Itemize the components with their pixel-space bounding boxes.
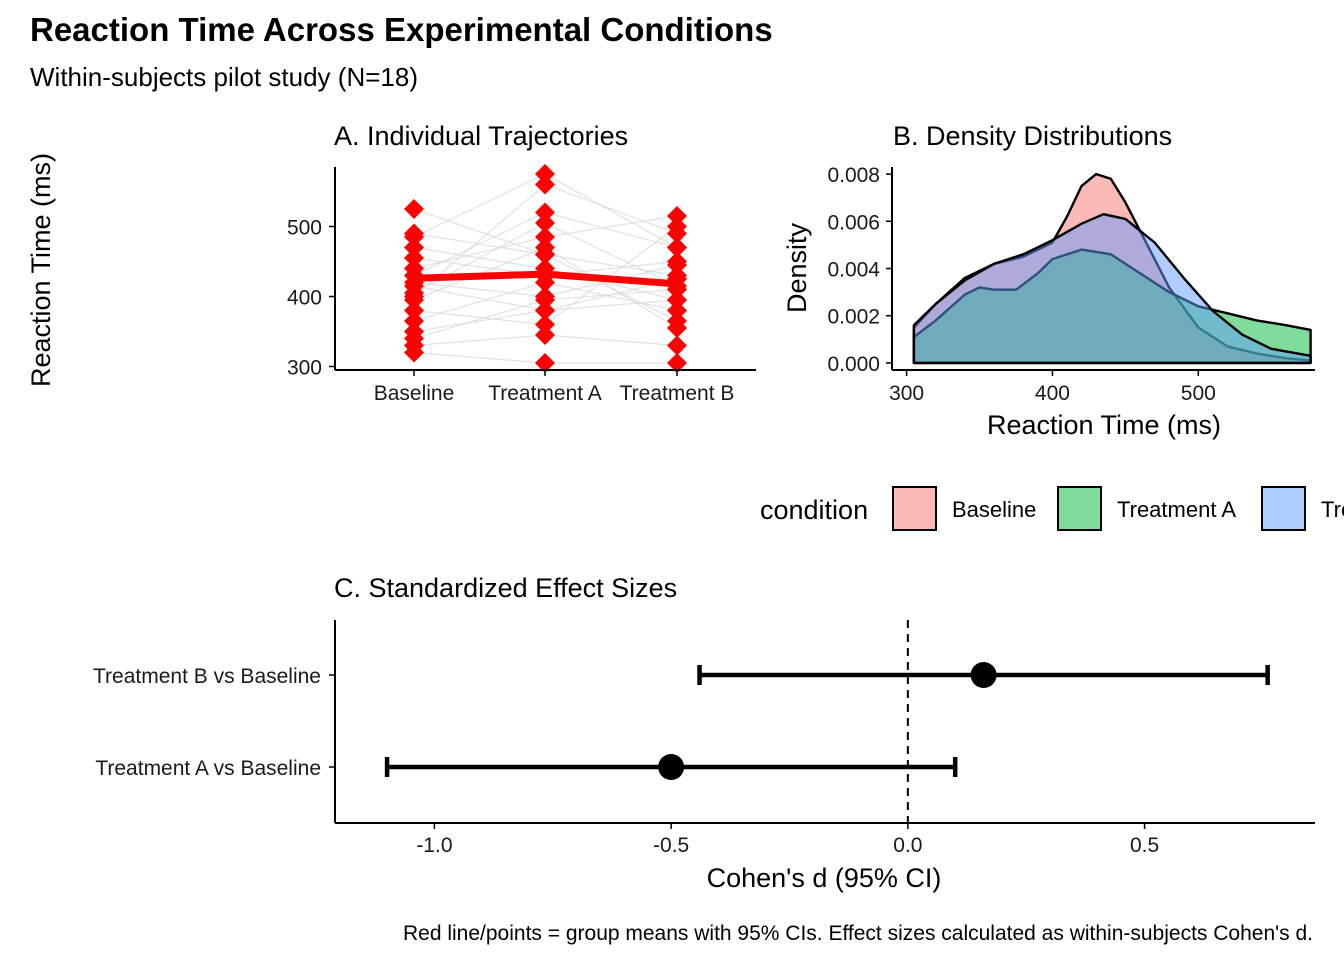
panel-a-x-tick-label-treatment-a: Treatment A [488, 382, 602, 405]
legend-key-treatment-a [1057, 486, 1102, 531]
subject-point-18-treatment-a [535, 227, 555, 247]
panel-c-x-tick-label-0-0: 0.0 [893, 834, 922, 857]
panel-b-density: B. Density Distributions 0.000 0.002 0.004… [782, 121, 1315, 440]
subject-point-16-baseline [404, 311, 424, 331]
group-mean-point-treatment-b [673, 279, 681, 288]
legend-label-treatment-b: Treatment B [1321, 497, 1344, 522]
panel-c-x-tick-label-0-5: 0.5 [1130, 834, 1159, 857]
panel-a-title: A. Individual Trajectories [334, 121, 628, 151]
panel-a-x-tick-label-treatment-b: Treatment B [620, 382, 735, 405]
panel-c-x-axis-label: Cohen's d (95% CI) [707, 863, 942, 893]
subject-point-10-treatment-a [535, 353, 555, 373]
subject-point-10-treatment-b [667, 353, 687, 373]
panel-c-y-tick-label-treatment-a-vs-baseline: Treatment A vs Baseline [95, 757, 321, 780]
legend-title: condition [760, 495, 868, 525]
subject-point-2-treatment-a [535, 164, 555, 184]
panel-b-y-tick-label-0-006: 0.006 [827, 211, 880, 234]
panel-c-y-tick-label-treatment-b-vs-baseline: Treatment B vs Baseline [93, 665, 321, 688]
subject-point-12-treatment-b [667, 251, 687, 272]
subject-point-17-baseline [404, 328, 424, 349]
figure-title: Reaction Time Across Experimental Condit… [30, 11, 773, 48]
group-mean-point-baseline [410, 274, 418, 283]
figure-subtitle: Within-subjects pilot study (N=18) [30, 62, 418, 92]
legend: condition Baseline Treatment A Treatment B [760, 486, 1344, 531]
effect-size-marks [384, 620, 1270, 823]
subject-point-11-baseline [404, 223, 424, 244]
density-area-treatment-b [912, 213, 1312, 365]
subject-point-16-treatment-b [667, 300, 687, 321]
panel-b-x-ticks: 300 400 500 [889, 370, 1216, 405]
shared-y-axis-label: Reaction Time (ms) [26, 153, 56, 387]
subject-point-17-treatment-a [535, 290, 555, 310]
subject-point-14-treatment-a [535, 174, 555, 195]
figure-caption: Red line/points = group means with 95% C… [403, 922, 1313, 945]
panel-a-x-ticks: Baseline Treatment A Treatment B [374, 370, 735, 405]
panel-b-title: B. Density Distributions [893, 121, 1172, 151]
panel-c-title: C. Standardized Effect Sizes [334, 573, 677, 603]
panel-a-y-tick-label-400: 400 [287, 287, 322, 310]
panel-c-x-tick-label-1-0: -1.0 [416, 834, 452, 857]
legend-key-baseline [892, 486, 937, 531]
subject-point-10-baseline [404, 342, 424, 363]
panel-b-y-tick-label-0-002: 0.002 [827, 306, 880, 329]
panel-a-y-ticks: 300 400 500 [287, 217, 335, 380]
subject-point-7-baseline [404, 300, 424, 321]
subject-point-3-baseline [404, 237, 424, 258]
legend-label-baseline: Baseline [952, 497, 1036, 522]
subject-point-9-treatment-a [535, 325, 555, 345]
subject-point-9-treatment-b [667, 335, 687, 356]
subject-point-7-treatment-a [535, 314, 555, 335]
effect-point-treatment-a-vs-baseline [658, 754, 685, 780]
panel-c-x-ticks: -1.0 -0.5 0.0 0.5 [416, 823, 1159, 857]
panel-c-x-tick-label-0-5: -0.5 [653, 834, 689, 857]
panel-c-y-ticks: Treatment B vs Baseline Treatment A vs Ba… [93, 665, 335, 780]
legend-key-treatment-b [1261, 486, 1306, 531]
subject-point-18-treatment-b [667, 206, 687, 226]
legend-label-treatment-a: Treatment A [1117, 497, 1236, 522]
panel-b-y-axis-label: Density [782, 222, 812, 313]
subject-point-15-treatment-a [535, 237, 555, 258]
subject-point-15-baseline [404, 290, 424, 310]
panel-b-y-tick-label-0-000: 0.000 [827, 353, 880, 376]
panel-b-y-ticks: 0.000 0.002 0.004 0.006 0.008 [827, 164, 892, 376]
panel-a-x-tick-label-baseline: Baseline [374, 382, 455, 405]
effect-point-treatment-b-vs-baseline [970, 662, 997, 688]
panel-a-trajectories: A. Individual Trajectories 300 400 500 Bas… [287, 121, 756, 405]
panel-a-y-tick-label-300: 300 [287, 357, 322, 380]
subject-point-14-treatment-b [667, 223, 687, 244]
group-mean-layer [410, 251, 681, 300]
panel-b-x-tick-label-300: 300 [889, 382, 924, 405]
panel-c-effect-sizes: C. Standardized Effect Sizes Treatment B… [93, 573, 1315, 893]
group-mean-point-treatment-a [541, 270, 549, 279]
subject-point-13-treatment-a [535, 300, 555, 321]
panel-b-x-tick-label-500: 500 [1181, 382, 1216, 405]
subject-point-1-baseline [404, 199, 424, 219]
panel-b-y-tick-label-0-004: 0.004 [827, 259, 880, 282]
panel-b-x-axis-label: Reaction Time (ms) [987, 410, 1221, 440]
panel-b-y-tick-label-0-008: 0.008 [827, 164, 880, 187]
panel-b-x-tick-label-400: 400 [1035, 382, 1070, 405]
subject-point-4-treatment-b [667, 237, 687, 258]
density-areas [912, 172, 1312, 365]
panel-a-y-tick-label-500: 500 [287, 217, 322, 240]
subject-point-4-treatment-a [535, 202, 555, 223]
subject-point-12-baseline [404, 248, 424, 268]
subject-point-6-treatment-a [535, 213, 555, 233]
subject-point-15-treatment-b [667, 318, 687, 338]
